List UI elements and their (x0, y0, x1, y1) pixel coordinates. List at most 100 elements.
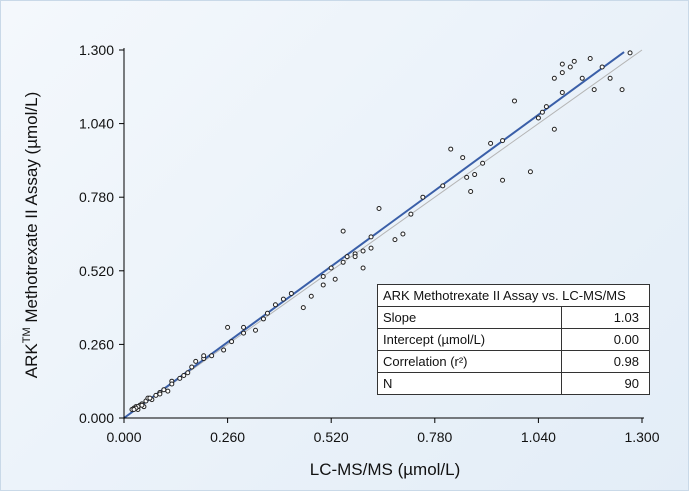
data-point (543, 104, 549, 110)
data-point (300, 305, 306, 311)
x-tick-label: 1.300 (624, 429, 659, 445)
data-point (579, 75, 585, 81)
stats-header: ARK Methotrexate II Assay vs. LC-MS/MS (377, 284, 650, 307)
stats-label: Slope (377, 306, 562, 329)
data-point (472, 172, 478, 178)
data-point (185, 370, 191, 376)
stats-value: 90 (561, 372, 650, 395)
data-point (460, 155, 466, 161)
data-point (587, 55, 593, 61)
data-point (288, 290, 294, 296)
stats-row-intercept: Intercept (µmol/L) 0.00 (377, 328, 650, 351)
x-tick-label: 0.780 (417, 429, 452, 445)
data-point (272, 302, 278, 308)
data-point (157, 391, 163, 397)
x-axis-title: LC-MS/MS (µmol/L) (310, 460, 461, 479)
data-point (165, 388, 171, 394)
data-point (627, 50, 633, 56)
data-point (209, 353, 215, 359)
stats-header-row: ARK Methotrexate II Assay vs. LC-MS/MS (377, 284, 650, 307)
data-point (535, 115, 541, 121)
data-point (619, 87, 625, 93)
stats-row-n: N 90 (377, 372, 650, 395)
x-tick-label: 0.520 (314, 429, 349, 445)
data-point (420, 194, 426, 200)
data-point (567, 64, 573, 70)
stats-row-slope: Slope 1.03 (377, 306, 650, 329)
data-point (328, 265, 334, 271)
stats-value: 0.00 (561, 328, 650, 351)
x-tick-label: 0.000 (106, 429, 141, 445)
data-point (511, 98, 517, 104)
data-point (177, 375, 183, 381)
y-tick-label: 0.780 (79, 189, 114, 205)
data-point (241, 324, 247, 330)
data-point (225, 324, 231, 330)
stats-value: 0.98 (561, 350, 650, 373)
data-point (440, 183, 446, 189)
data-point (147, 395, 153, 401)
data-point (559, 89, 565, 95)
data-point (464, 174, 470, 180)
data-point (131, 407, 137, 413)
y-axis-title: ARKTM Methotrexate II Assay (µmol/L) (21, 92, 41, 378)
data-point (480, 160, 486, 166)
y-axis-title-superscript: TM (21, 327, 33, 343)
data-point (539, 109, 545, 115)
data-point (376, 206, 382, 212)
data-point (599, 64, 605, 70)
data-point (229, 339, 235, 345)
data-point (571, 58, 577, 64)
data-point (161, 387, 167, 393)
data-point (308, 293, 314, 299)
data-point (527, 169, 533, 175)
data-point (468, 189, 474, 195)
data-point (260, 316, 266, 322)
data-point (559, 61, 565, 67)
data-point (153, 392, 159, 398)
data-point (559, 70, 565, 76)
data-point (368, 234, 374, 240)
y-axis-title-part: ARK (22, 343, 41, 379)
data-point (264, 310, 270, 316)
y-tick-label: 0.520 (79, 263, 114, 279)
data-point (352, 254, 358, 260)
stats-value: 1.03 (561, 306, 650, 329)
data-point (408, 211, 414, 217)
data-point (360, 265, 366, 271)
data-point (332, 276, 338, 282)
data-point (551, 126, 557, 132)
y-tick-label: 1.040 (79, 116, 114, 132)
data-point (252, 327, 258, 333)
data-point (320, 273, 326, 279)
data-points-layer (129, 50, 633, 413)
data-point (591, 87, 597, 93)
statistics-table: ARK Methotrexate II Assay vs. LC-MS/MS S… (377, 284, 650, 395)
data-point (189, 364, 195, 370)
data-point (201, 353, 207, 359)
data-point (320, 282, 326, 288)
data-point (340, 228, 346, 234)
data-point (551, 75, 557, 81)
data-point (221, 347, 227, 353)
data-point (360, 248, 366, 254)
data-point (169, 381, 175, 387)
y-tick-label: 1.300 (79, 42, 114, 58)
data-point (193, 358, 199, 364)
data-point (400, 231, 406, 237)
data-point (488, 140, 494, 146)
data-point (368, 245, 374, 251)
data-point (500, 138, 506, 144)
y-axis-title-part: Methotrexate II Assay (µmol/L) (22, 92, 41, 328)
data-point (340, 259, 346, 265)
data-point (280, 296, 286, 302)
data-point (392, 237, 398, 243)
y-tick-label: 0.260 (79, 336, 114, 352)
stats-label: N (377, 372, 562, 395)
stats-label: Intercept (µmol/L) (377, 328, 562, 351)
data-point (181, 373, 187, 379)
stats-label: Correlation (r²) (377, 350, 562, 373)
axes-layer: 0.000 0.260 0.520 0.780 1.040 1.300 0.000 0.260… (79, 42, 660, 445)
data-point (241, 330, 247, 336)
stats-row-correlation: Correlation (r²) 0.98 (377, 350, 650, 373)
